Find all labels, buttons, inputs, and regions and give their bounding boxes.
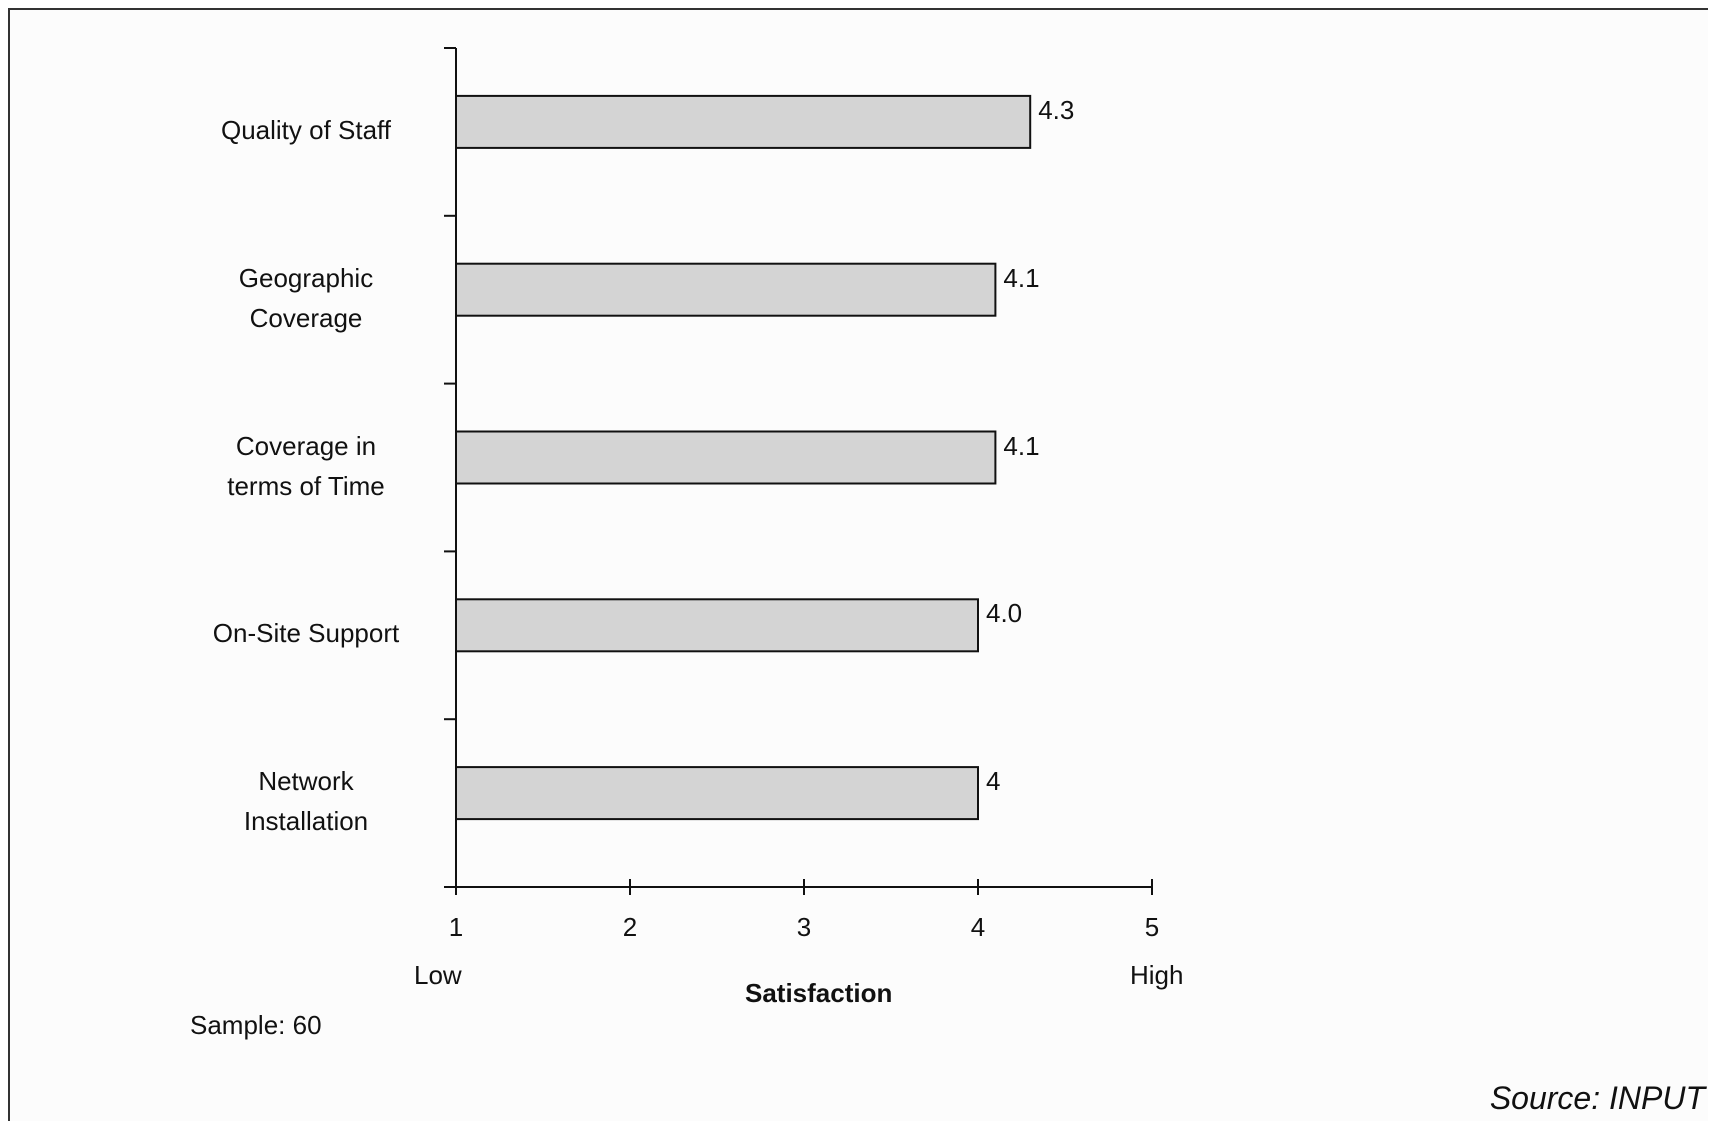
category-label: Geographic Coverage — [238, 262, 374, 333]
bar — [455, 598, 979, 653]
data-label: 4 — [986, 766, 1001, 797]
high-label: High — [1130, 960, 1184, 990]
data-label: 4.0 — [986, 598, 1023, 629]
bar — [455, 94, 1032, 149]
source-note: Source: INPUT — [1489, 1080, 1705, 1116]
chart-frame — [8, 8, 1708, 1121]
sample-note: Sample: 60 — [190, 1010, 322, 1040]
bar — [455, 766, 979, 821]
x-tick-label: 5 — [1144, 912, 1160, 942]
bar — [455, 430, 997, 485]
x-tick-label: 2 — [622, 912, 638, 942]
category-label: On-Site Support — [212, 618, 400, 649]
x-tick-label: 1 — [448, 912, 464, 942]
x-tick-label: 3 — [796, 912, 812, 942]
category-label: Coverage in terms of Time — [227, 430, 385, 501]
x-tick-label: 4 — [970, 912, 986, 942]
low-label: Low — [414, 960, 462, 990]
data-label: 4.1 — [1003, 430, 1040, 461]
bar — [455, 262, 997, 317]
category-label: Network Installation — [243, 766, 369, 837]
data-label: 4.1 — [1003, 262, 1040, 293]
category-label: Quality of Staff — [220, 114, 392, 145]
data-label: 4.3 — [1038, 94, 1075, 125]
x-axis-label: Satisfaction — [745, 978, 893, 1008]
